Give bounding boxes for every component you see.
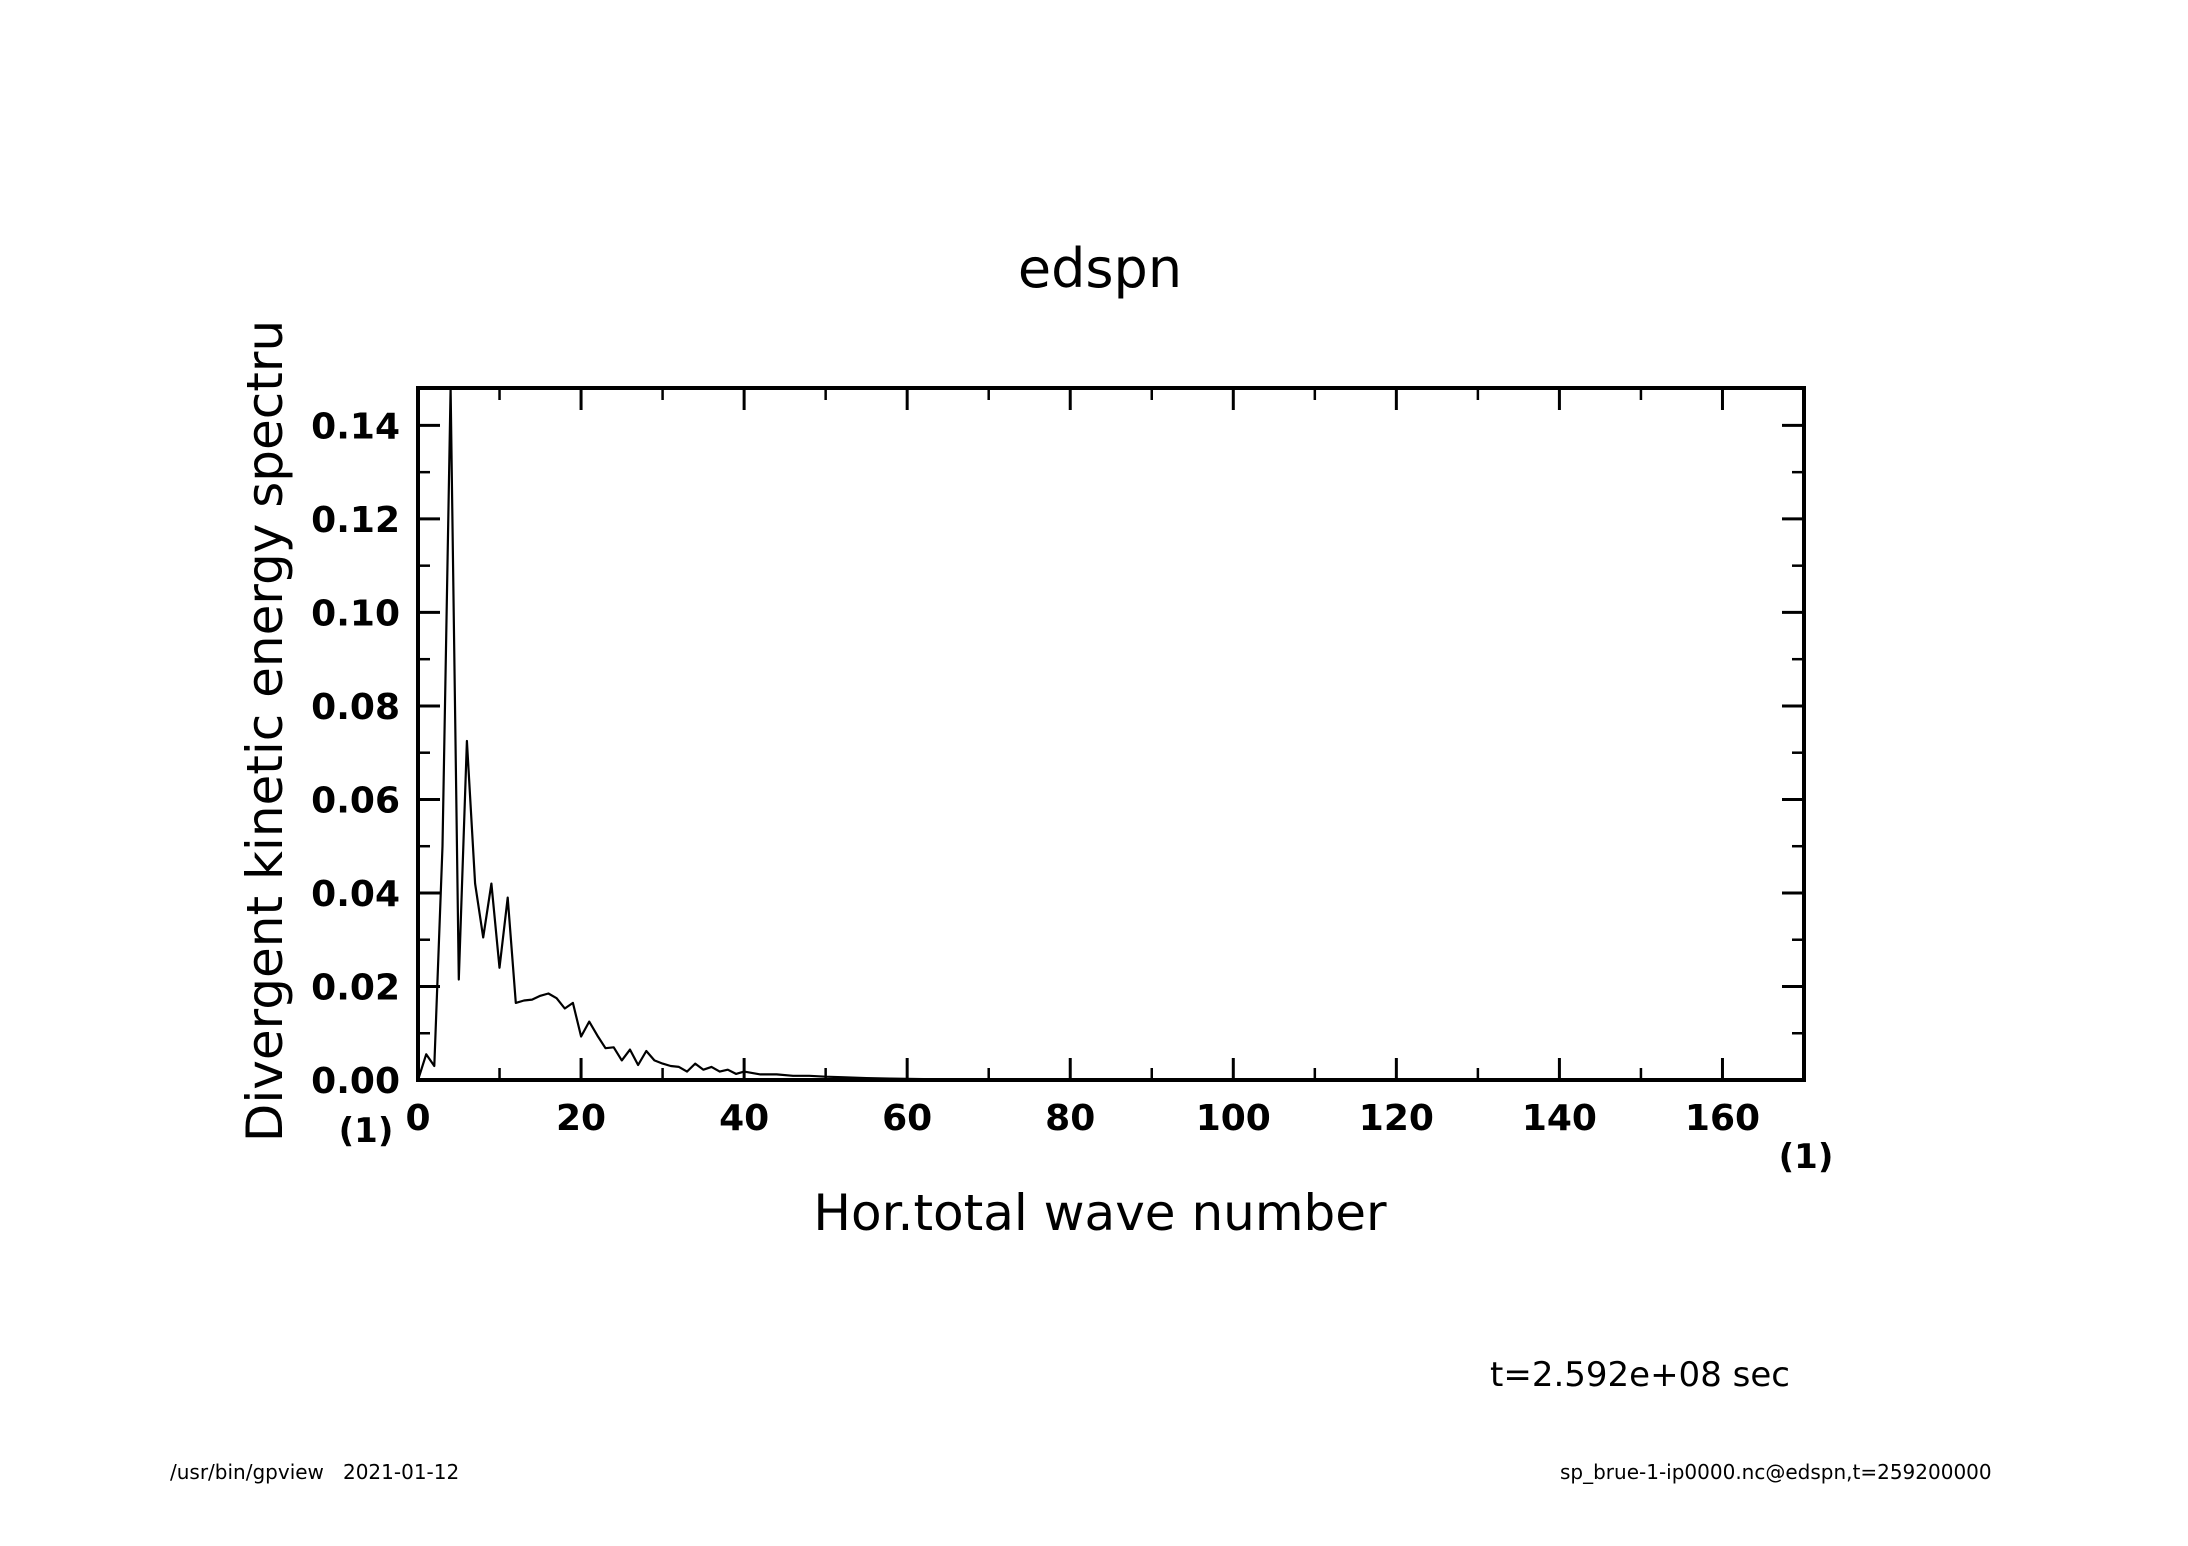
y-tick-label: 0.06 (311, 780, 400, 821)
footer-program-date: /usr/bin/gpview 2021-01-12 (170, 1460, 460, 1484)
y-tick-label: 0.10 (311, 593, 400, 634)
footer-source-file: sp_brue-1-ip0000.nc@edspn,t=259200000 (1560, 1460, 1992, 1484)
y-tick-label: 0.04 (311, 874, 400, 915)
x-tick-label: 80 (1045, 1098, 1095, 1139)
x-tick-label: 140 (1522, 1098, 1597, 1139)
chart-title: edspn (1018, 237, 1182, 300)
x-axis-label: Hor.total wave number (813, 1184, 1387, 1242)
x-tick-label: 20 (556, 1098, 606, 1139)
x-tick-label: 160 (1685, 1098, 1760, 1139)
y-tick-label: 0.14 (311, 406, 400, 447)
x-unit-label: (1) (1779, 1137, 1834, 1177)
time-annotation: t=2.592e+08 sec (1490, 1355, 1790, 1395)
y-tick-label: 0.08 (311, 687, 400, 728)
y-tick-label: 0.00 (311, 1061, 400, 1102)
x-tick-label: 40 (719, 1098, 769, 1139)
y-tick-label: 0.12 (311, 500, 400, 541)
plot-frame (416, 386, 1806, 1082)
x-tick-label: 60 (882, 1098, 932, 1139)
y-axis-label: Divergent kinetic energy spectru (236, 320, 294, 1142)
y-unit-label: (1) (339, 1111, 394, 1151)
x-tick-label: 100 (1196, 1098, 1271, 1139)
x-tick-label: 0 (405, 1098, 430, 1139)
y-tick-label: 0.02 (311, 967, 400, 1008)
series-line (416, 386, 1804, 1082)
x-tick-label: 120 (1359, 1098, 1434, 1139)
